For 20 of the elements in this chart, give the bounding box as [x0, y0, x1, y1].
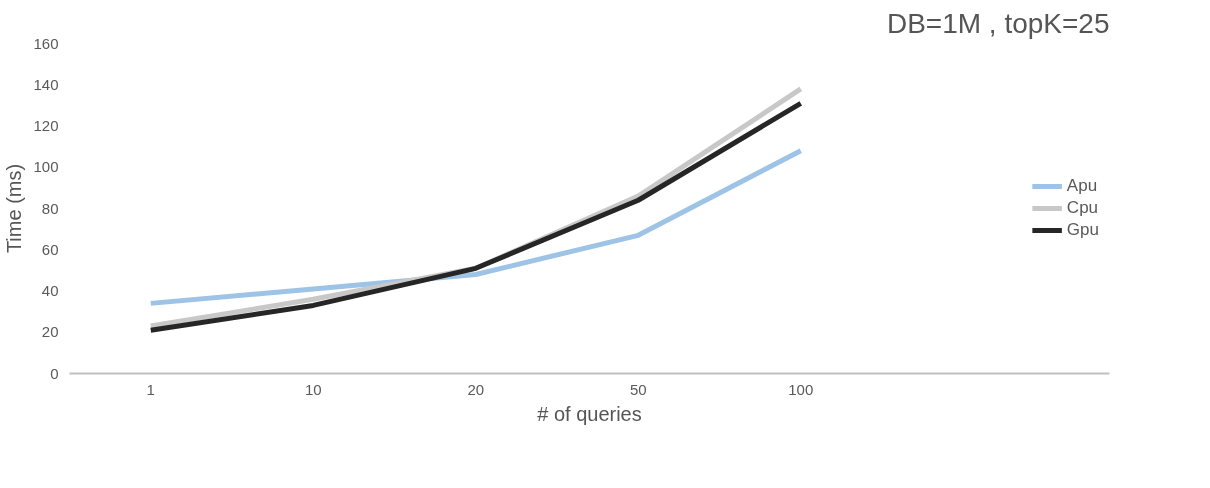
x-axis-title: # of queries [537, 402, 642, 425]
x-tick-label: 100 [788, 380, 814, 398]
y-tick-label: 20 [41, 323, 59, 341]
y-tick-label: 40 [41, 282, 59, 299]
y-tick-label: 80 [41, 199, 59, 217]
legend-label: Cpu [1066, 198, 1099, 218]
y-tick-label: 160 [33, 34, 59, 52]
x-tick-label: 1 [146, 380, 155, 398]
y-axis-title: Time (ms) [3, 163, 26, 254]
legend-label: Apu [1066, 176, 1098, 196]
text: DB=1M , topK=25 [886, 7, 1110, 39]
y-tick-label: 140 [33, 75, 59, 93]
y-tick-label: 60 [41, 240, 59, 258]
y-tick-label: 0 [50, 364, 59, 382]
x-tick-label: 10 [304, 380, 322, 398]
x-tick-label: 50 [629, 380, 647, 398]
y-tick-label: 100 [33, 158, 59, 176]
x-tick-label: 20 [467, 380, 485, 398]
y-tick-label: 120 [33, 117, 59, 134]
legend-label: Gpu [1066, 220, 1099, 240]
